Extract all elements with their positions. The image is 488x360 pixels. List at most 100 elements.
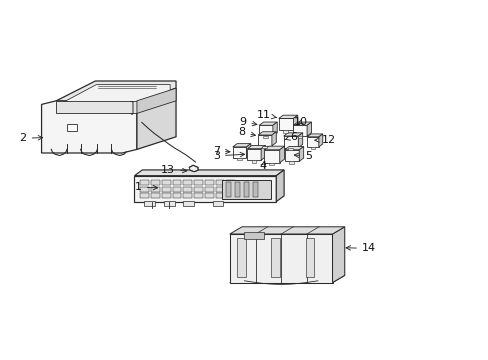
Text: 13: 13 bbox=[161, 165, 186, 175]
Bar bbox=[162, 193, 170, 198]
Polygon shape bbox=[264, 146, 284, 150]
Text: 3: 3 bbox=[213, 151, 244, 161]
Polygon shape bbox=[318, 134, 322, 147]
Polygon shape bbox=[56, 81, 176, 106]
Polygon shape bbox=[310, 147, 314, 149]
Polygon shape bbox=[232, 147, 246, 158]
Polygon shape bbox=[299, 147, 303, 161]
Text: 7: 7 bbox=[212, 146, 229, 156]
Bar bbox=[162, 180, 170, 185]
Bar bbox=[194, 180, 203, 185]
Polygon shape bbox=[283, 133, 302, 136]
Bar bbox=[204, 187, 213, 192]
Bar bbox=[215, 193, 224, 198]
Bar bbox=[67, 124, 77, 131]
Polygon shape bbox=[264, 150, 279, 163]
Polygon shape bbox=[262, 146, 266, 148]
Polygon shape bbox=[41, 101, 137, 153]
Polygon shape bbox=[247, 149, 261, 160]
Polygon shape bbox=[232, 144, 250, 147]
Polygon shape bbox=[298, 133, 302, 148]
Polygon shape bbox=[283, 130, 287, 133]
Polygon shape bbox=[306, 134, 322, 137]
Polygon shape bbox=[263, 136, 267, 138]
Text: 2: 2 bbox=[20, 133, 42, 143]
Polygon shape bbox=[276, 170, 284, 202]
Bar bbox=[244, 182, 248, 197]
Text: 1: 1 bbox=[135, 182, 157, 192]
Bar bbox=[235, 182, 240, 197]
Polygon shape bbox=[229, 275, 344, 283]
Polygon shape bbox=[293, 122, 311, 125]
Polygon shape bbox=[62, 85, 170, 104]
Bar bbox=[172, 193, 181, 198]
Polygon shape bbox=[284, 150, 299, 161]
Polygon shape bbox=[258, 132, 276, 135]
Bar bbox=[226, 193, 235, 198]
Polygon shape bbox=[229, 234, 332, 283]
Polygon shape bbox=[306, 137, 318, 147]
Polygon shape bbox=[268, 163, 274, 165]
Text: 4: 4 bbox=[259, 161, 266, 171]
Polygon shape bbox=[287, 148, 292, 150]
Polygon shape bbox=[261, 145, 265, 160]
Polygon shape bbox=[247, 145, 265, 149]
Polygon shape bbox=[56, 101, 137, 113]
Text: 10: 10 bbox=[293, 117, 307, 127]
Text: 8: 8 bbox=[238, 127, 255, 138]
Bar bbox=[162, 187, 170, 192]
Polygon shape bbox=[332, 227, 344, 283]
Polygon shape bbox=[236, 158, 241, 160]
Bar bbox=[144, 201, 155, 206]
Polygon shape bbox=[271, 132, 276, 146]
Polygon shape bbox=[251, 160, 256, 162]
Bar bbox=[183, 201, 194, 206]
Bar bbox=[172, 187, 181, 192]
Bar bbox=[151, 187, 160, 192]
Bar bbox=[252, 182, 257, 197]
Polygon shape bbox=[305, 238, 314, 277]
Text: 14: 14 bbox=[346, 243, 375, 253]
Text: 11: 11 bbox=[256, 110, 276, 120]
Polygon shape bbox=[259, 122, 277, 125]
Bar bbox=[204, 193, 213, 198]
Polygon shape bbox=[278, 115, 297, 118]
Bar bbox=[140, 193, 149, 198]
Bar bbox=[194, 187, 203, 192]
Polygon shape bbox=[271, 238, 280, 277]
Bar bbox=[194, 193, 203, 198]
Bar bbox=[183, 193, 192, 198]
Bar bbox=[204, 180, 213, 185]
Bar bbox=[183, 187, 192, 192]
Text: 6: 6 bbox=[285, 132, 297, 142]
Bar bbox=[212, 201, 223, 206]
Bar bbox=[226, 182, 231, 197]
Polygon shape bbox=[137, 88, 176, 149]
Bar bbox=[226, 187, 235, 192]
Text: 12: 12 bbox=[314, 135, 335, 145]
Bar bbox=[140, 180, 149, 185]
Bar bbox=[215, 180, 224, 185]
Polygon shape bbox=[189, 165, 198, 172]
Polygon shape bbox=[134, 176, 276, 202]
Bar bbox=[140, 187, 149, 192]
Polygon shape bbox=[134, 170, 284, 176]
Polygon shape bbox=[258, 135, 271, 146]
Polygon shape bbox=[297, 136, 302, 138]
Polygon shape bbox=[222, 180, 270, 199]
Polygon shape bbox=[278, 118, 293, 130]
Polygon shape bbox=[237, 238, 245, 277]
Polygon shape bbox=[244, 232, 264, 239]
Text: 5: 5 bbox=[294, 151, 311, 161]
Polygon shape bbox=[293, 125, 306, 136]
Bar bbox=[215, 187, 224, 192]
Polygon shape bbox=[293, 115, 297, 130]
Polygon shape bbox=[246, 144, 250, 158]
Bar bbox=[163, 201, 174, 206]
Polygon shape bbox=[229, 227, 344, 234]
Text: 9: 9 bbox=[239, 117, 256, 127]
Bar bbox=[172, 180, 181, 185]
Bar bbox=[151, 193, 160, 198]
Bar bbox=[183, 180, 192, 185]
Polygon shape bbox=[283, 136, 298, 148]
